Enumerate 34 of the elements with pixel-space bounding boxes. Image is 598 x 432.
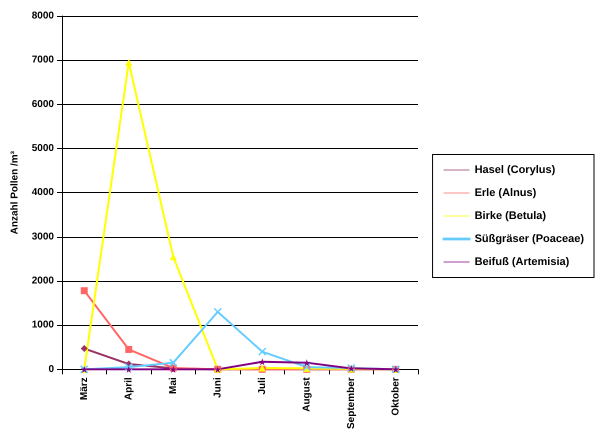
x-tick-label: Oktober [390, 377, 402, 416]
point [80, 287, 88, 294]
point [214, 308, 222, 316]
point [125, 58, 132, 66]
x-tick-label: August [301, 376, 312, 412]
point [170, 253, 177, 260]
y-tick-label: 2000 [32, 275, 54, 286]
y-tick-label: 1000 [32, 320, 54, 331]
y-tick-label: 3000 [32, 231, 54, 242]
x-tick-label: Mai [168, 377, 179, 394]
point [258, 347, 266, 356]
x-tick-label: September [346, 377, 357, 430]
legend-label: Hasel (Corylus) [474, 164, 556, 176]
point [125, 366, 132, 373]
y-tick-label: 4000 [32, 187, 54, 198]
point [303, 359, 310, 366]
legend-label: Birke (Betula) [474, 210, 546, 222]
legend-label: Süßgräser (Poaceae) [474, 233, 584, 245]
point [80, 345, 88, 352]
legend-label: Erle (Alnus) [474, 187, 537, 199]
x-tick-label: April [123, 377, 134, 400]
x-tick-label: Juni [212, 377, 224, 398]
point [125, 346, 132, 353]
y-tick-label: 0 [48, 364, 54, 375]
point [169, 358, 178, 367]
legend-label: Beifuß (Artemisia) [474, 256, 570, 268]
x-tick-label: Juli [256, 377, 268, 395]
x-tick-label: März [78, 377, 90, 400]
y-tick-label: 7000 [32, 54, 54, 66]
point [124, 362, 133, 372]
y-tick-label: 5000 [32, 142, 54, 154]
y-axis-title: Anzahl Pollen /m³ [10, 150, 20, 234]
y-tick-label: 8000 [32, 10, 54, 22]
y-tick-label: 6000 [32, 98, 54, 110]
